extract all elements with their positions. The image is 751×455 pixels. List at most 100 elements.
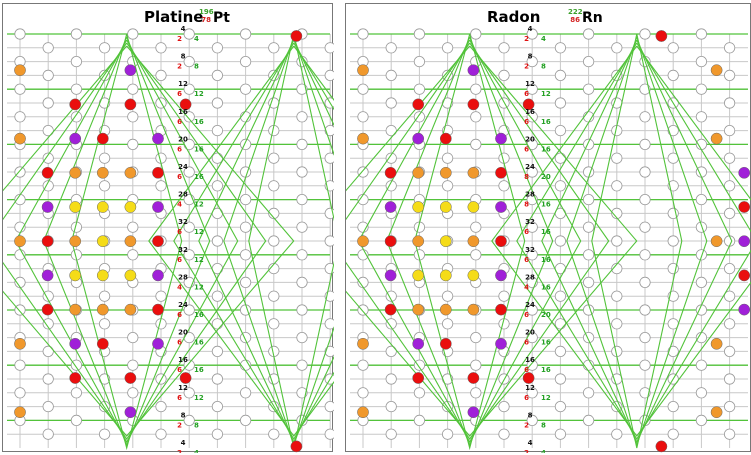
empty-node [42,373,54,385]
row-left-count: 4 [177,283,182,291]
row-left-count: 6 [524,90,529,98]
empty-node [99,152,111,164]
empty-node [385,97,397,109]
empty-node [611,180,623,192]
electron-R [69,98,82,111]
empty-node [611,42,623,54]
electron-O [69,303,82,316]
row-right-count: 16 [194,145,204,153]
empty-node [695,83,707,95]
electron-R [522,372,535,384]
row-left-count: 6 [177,256,182,264]
empty-node [211,400,223,413]
empty-node [470,83,482,95]
empty-node [385,42,397,54]
electron-O [439,303,452,316]
empty-node [470,111,482,123]
empty-node [413,414,426,426]
empty-node [42,42,54,54]
empty-node [183,221,195,233]
row-total: 20 [525,135,535,143]
electron-O [14,132,26,145]
empty-node [554,373,566,385]
electron-P [152,269,164,282]
row-total: 4 [181,25,186,33]
electron-O [69,235,82,248]
empty-node [296,359,308,371]
electron-O [467,166,480,179]
empty-node [639,276,651,288]
empty-node [99,180,111,192]
row-right-count: 4 [541,449,546,453]
empty-node [723,69,736,82]
empty-node [667,125,679,137]
empty-node [14,387,26,399]
empty-node [442,180,454,192]
empty-node [723,180,736,192]
empty-node [554,235,566,247]
platine-symbol: Pt [213,10,230,26]
empty-node [42,97,54,109]
empty-node [296,138,308,150]
electron-Y [467,269,480,282]
row-right-count: 16 [194,339,204,347]
empty-node [70,28,83,40]
empty-node [240,276,252,288]
empty-node [268,180,280,192]
row-right-count: 4 [194,35,199,43]
empty-node [695,194,707,206]
empty-node [127,221,139,233]
electron-O [710,64,723,77]
empty-node [554,125,566,137]
empty-node [385,290,397,302]
row-left-count: 6 [524,145,529,153]
empty-node [526,83,538,95]
empty-node [211,428,223,440]
empty-node [183,111,195,123]
empty-node [183,414,195,426]
empty-node [639,138,651,150]
empty-node [723,125,736,137]
empty-node [183,387,195,399]
empty-node [240,387,252,399]
empty-node [667,69,679,82]
row-right-count: 16 [541,283,551,291]
electron-O [14,337,26,350]
empty-node [583,387,595,399]
empty-node [583,28,595,40]
empty-node [554,290,566,302]
empty-node [639,359,651,371]
row-total: 32 [525,218,535,226]
electron-O [14,64,26,77]
electron-P [467,64,480,77]
empty-node [296,166,308,178]
empty-node [723,318,736,330]
radon-symbol: Rn [582,10,603,26]
row-total: 16 [178,356,188,364]
electron-O [357,132,369,145]
row-total: 24 [178,301,188,309]
empty-node [583,249,595,261]
empty-node [470,387,482,399]
electron-P [467,406,480,419]
electron-R [412,98,425,111]
row-total: 12 [178,80,188,88]
electron-Y [96,201,109,213]
electron-Y [412,201,425,213]
empty-node [240,55,252,68]
row-left-count: 2 [524,35,529,43]
electron-O [710,337,723,350]
empty-node [385,345,397,357]
empty-node [155,400,167,413]
empty-node [211,97,223,109]
empty-node [296,249,308,261]
empty-node [723,42,736,54]
empty-node [639,221,651,233]
electron-P [69,132,82,145]
electron-O [412,235,425,248]
row-left-count: 6 [177,145,182,153]
empty-node [211,235,223,247]
empty-node [526,414,538,426]
empty-node [127,387,139,399]
electron-P [152,132,164,145]
